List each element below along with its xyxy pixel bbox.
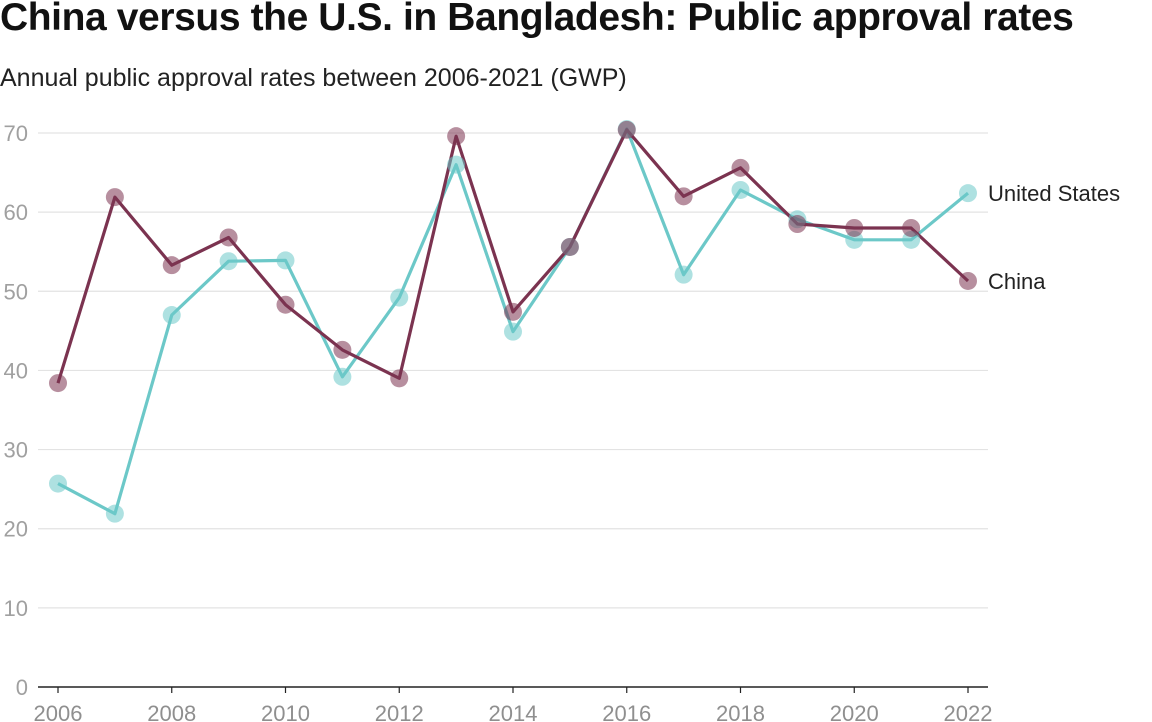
china-point: [617, 120, 636, 139]
united-states-label: United States: [988, 181, 1120, 206]
china-point: [788, 215, 807, 234]
y-tick-label: 0: [16, 675, 28, 700]
gridlines: [38, 132, 988, 609]
x-tick-label: 2010: [261, 701, 310, 722]
y-tick-label: 60: [4, 200, 28, 225]
china-point: [49, 374, 67, 393]
y-axis: 0 10 20 30 40 50 60 70: [4, 121, 28, 700]
china-point: [560, 237, 579, 256]
united-states-point: [105, 504, 124, 523]
united-states-point: [276, 251, 295, 270]
x-tick-label: 2008: [147, 701, 196, 722]
united-states-point: [504, 322, 522, 341]
china-point: [959, 271, 977, 290]
united-states-point: [219, 252, 238, 271]
china-point: [105, 188, 124, 207]
united-states-point: [674, 265, 693, 284]
united-states-point: [959, 184, 977, 203]
series-layer: [49, 120, 977, 523]
china-label: China: [988, 269, 1046, 294]
united-states-point: [447, 155, 466, 174]
china-point: [447, 127, 466, 146]
united-states-point: [333, 367, 352, 386]
y-tick-label: 70: [4, 121, 28, 146]
y-tick-label: 50: [4, 279, 28, 304]
x-tick-label: 2022: [944, 701, 993, 722]
y-tick-label: 40: [4, 358, 28, 383]
x-tick-label: 2016: [602, 701, 651, 722]
x-tick-label: 2012: [375, 701, 424, 722]
china-point: [845, 218, 864, 237]
china-point: [162, 256, 181, 275]
x-tick-label: 2006: [34, 701, 83, 722]
china-point: [731, 158, 750, 177]
united-states-point: [162, 306, 181, 325]
y-tick-label: 30: [4, 438, 28, 463]
china-point: [674, 187, 693, 206]
chart-subtitle: Annual public approval rates between 200…: [0, 64, 627, 92]
united-states-point: [731, 180, 750, 199]
y-tick-label: 20: [4, 517, 28, 542]
x-tick-label: 2018: [716, 701, 765, 722]
y-tick-label: 10: [4, 596, 28, 621]
series-labels: United States China: [988, 181, 1120, 294]
chart-title: China versus the U.S. in Bangladesh: Pub…: [0, 0, 1074, 39]
china-point: [504, 302, 522, 321]
china-point: [219, 228, 238, 247]
china-point: [902, 218, 921, 237]
united-states-point: [390, 288, 409, 307]
china-point: [333, 340, 352, 359]
x-axis: 2006 2008 2010 2012 2014 2016 2018 2020 2022: [34, 686, 993, 722]
x-tick-label: 2014: [489, 701, 538, 722]
united-states-point: [49, 474, 67, 493]
united-states-line: [57, 127, 970, 516]
china-point: [276, 295, 295, 314]
china-point: [390, 369, 409, 388]
china-line: [56, 128, 970, 384]
x-tick-label: 2020: [830, 701, 879, 722]
